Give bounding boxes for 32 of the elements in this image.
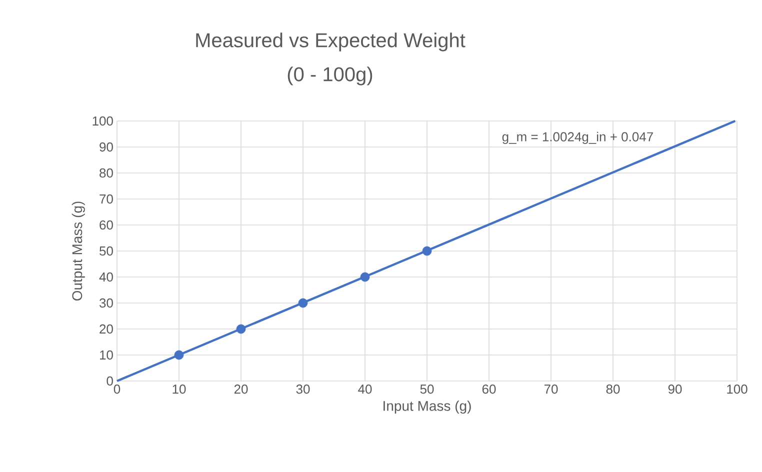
y-tick-label: 90	[100, 142, 113, 152]
y-tick-label: 70	[100, 194, 113, 204]
y-tick-label: 20	[100, 324, 113, 334]
x-tick-label: 90	[668, 384, 682, 394]
x-tick-label: 70	[544, 384, 558, 394]
y-tick-label: 50	[100, 246, 113, 256]
x-tick-label: 30	[296, 384, 310, 394]
x-tick-label: 20	[234, 384, 248, 394]
y-tick-label: 0	[106, 376, 113, 386]
x-tick-label: 80	[606, 384, 620, 394]
point	[298, 298, 308, 308]
y-tick-label: 80	[100, 168, 113, 178]
x-tick-label: 40	[358, 384, 372, 394]
point	[174, 350, 184, 360]
x-tick-label: 100	[727, 384, 748, 394]
annotation: g_m = 1.0024g_in + 0.047	[502, 132, 653, 144]
y-tick-label: 100	[92, 116, 113, 126]
chart-title: Measured vs Expected Weight	[196, 32, 466, 52]
x-tick-label: 10	[172, 384, 186, 394]
y-tick-label: 30	[100, 298, 113, 308]
y-axis-title: Output Mass (g)	[72, 202, 85, 301]
y-tick-label: 40	[99, 272, 113, 282]
chart-subtitle: (0 - 100g)	[288, 66, 372, 86]
y-tick-label: 60	[100, 220, 113, 230]
point	[422, 246, 432, 256]
x-tick-label: 60	[482, 384, 496, 394]
y-tick-label: 10	[100, 350, 113, 360]
x-tick-label: 0	[114, 384, 120, 394]
point	[360, 272, 370, 282]
point	[236, 324, 246, 334]
x-tick-label: 50	[420, 384, 434, 394]
x-axis-title: Input Mass (g)	[384, 400, 471, 414]
